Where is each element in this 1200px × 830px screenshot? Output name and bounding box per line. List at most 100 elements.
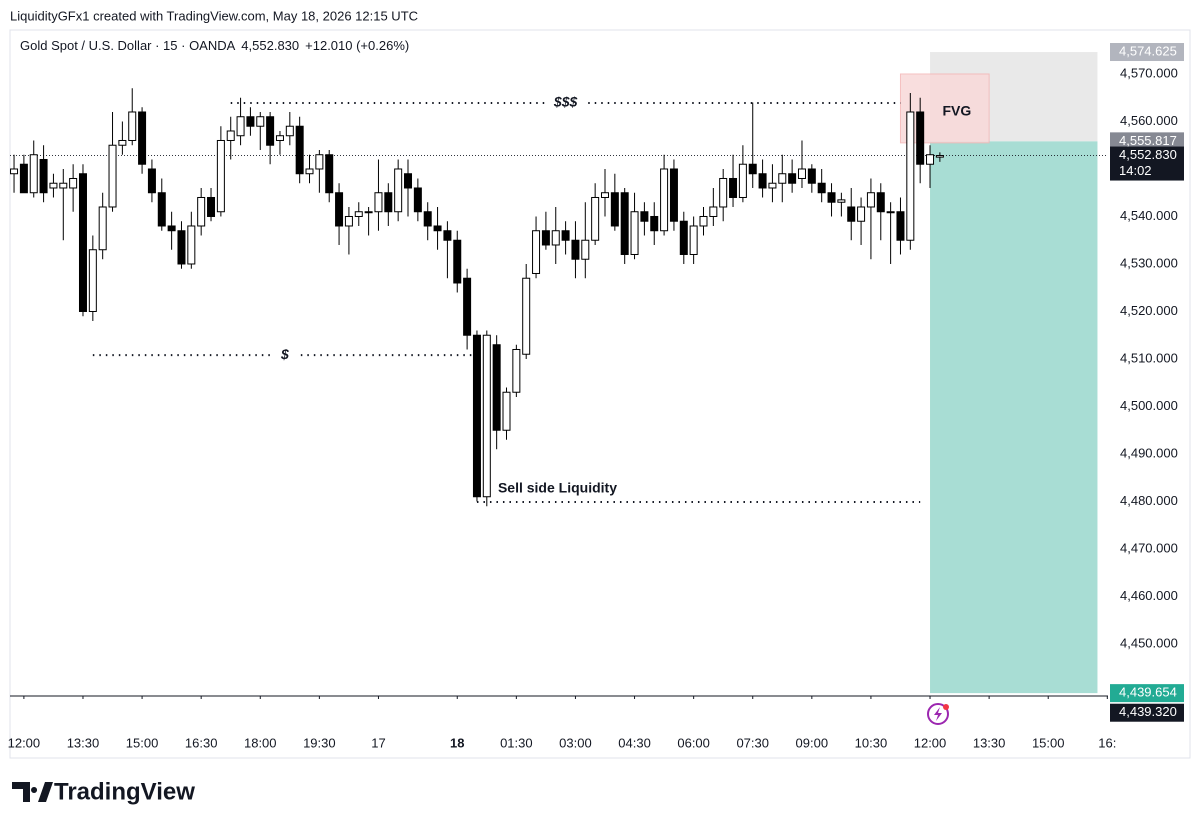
y-tick-label: 4,480.000	[1120, 493, 1178, 508]
candle-body	[857, 206, 866, 222]
candle-body	[729, 177, 738, 198]
candle-body	[640, 211, 649, 222]
legend-change: +12.010 (+0.26%)	[305, 38, 409, 53]
fvg-box	[899, 73, 990, 144]
candle-body	[157, 192, 166, 227]
candle-body	[384, 192, 393, 213]
candle-body	[226, 130, 235, 141]
alert-bolt[interactable]	[934, 707, 942, 721]
candle-body	[443, 230, 452, 241]
x-tick-label: 01:30	[500, 735, 533, 750]
y-tick-label: 4,520.000	[1120, 303, 1178, 318]
x-tick-label: 18:00	[244, 735, 277, 750]
candle-body	[768, 182, 777, 189]
x-tick-label: 17	[371, 735, 385, 750]
candle-body	[216, 139, 225, 213]
candle-body	[413, 187, 422, 213]
candle-body	[679, 220, 688, 255]
candle-body	[591, 196, 600, 241]
candle-body	[453, 239, 462, 284]
x-tick-label: 10:30	[855, 735, 888, 750]
candle-body	[758, 173, 767, 189]
candle-body	[98, 206, 107, 251]
alert-icon[interactable]	[927, 703, 949, 725]
y-tick-label: 4,540.000	[1120, 208, 1178, 223]
candle-body	[69, 177, 78, 189]
candle-body	[778, 173, 787, 184]
candle-body	[88, 249, 97, 312]
x-tick-label: 19:30	[303, 735, 336, 750]
price-label-box	[1110, 703, 1184, 722]
candle-body	[167, 225, 176, 232]
x-tick-label: 16:30	[185, 735, 218, 750]
candle-body	[699, 215, 708, 227]
candle-body	[433, 225, 442, 232]
candle-body	[29, 154, 38, 194]
header: LiquidityGFx1 created with TradingView.c…	[10, 8, 418, 23]
candle-body	[571, 239, 580, 260]
candle-body	[404, 173, 413, 189]
candle-body	[630, 211, 639, 255]
candle-body	[916, 111, 925, 165]
y-tick-label: 4,510.000	[1120, 350, 1178, 365]
candle-body	[847, 206, 856, 222]
candle-body	[532, 230, 541, 274]
candle-body	[886, 211, 895, 214]
alert-dot[interactable]	[943, 704, 949, 710]
candle-body	[374, 192, 383, 213]
legend-symbol: Gold Spot / U.S. Dollar · 15 · OANDA	[20, 38, 236, 53]
plot: FVG$$$$Sell side Liquidity	[10, 52, 1108, 694]
candle-body	[650, 215, 659, 232]
candle-body	[906, 111, 915, 241]
x-tick-label: 04:30	[618, 735, 651, 750]
legend-price: 4,552.830	[241, 38, 299, 53]
candle-body	[207, 196, 216, 217]
label-gap	[273, 347, 297, 364]
candle-body	[788, 173, 797, 184]
candle-body	[59, 182, 68, 189]
x-tick-label: 15:00	[126, 735, 159, 750]
y-tick-label: 4,490.000	[1120, 445, 1178, 460]
candle-body	[354, 211, 363, 217]
candle-body	[689, 225, 698, 255]
liquidity-label: Sell side Liquidity	[498, 480, 617, 496]
price-label: 4,439.654	[1119, 685, 1177, 700]
price-label-box	[1110, 43, 1184, 62]
candle-body	[827, 192, 836, 203]
candle-body	[719, 177, 728, 208]
candle-body	[19, 163, 28, 194]
label-gap	[545, 94, 587, 111]
candle-body	[935, 155, 944, 158]
candle-body	[315, 154, 324, 170]
candle-body	[275, 135, 284, 141]
candle-body	[325, 154, 334, 194]
candle-body	[896, 211, 905, 241]
candle-body	[344, 215, 353, 227]
x-tick-label: 16:	[1098, 735, 1116, 750]
logo[interactable]: TradingView	[12, 778, 195, 805]
price-label: 4,439.320	[1119, 704, 1177, 719]
logo-text[interactable]: TradingView	[54, 778, 195, 805]
candle-body	[797, 168, 806, 179]
logo-mark[interactable]	[12, 782, 53, 802]
y-tick-label: 4,470.000	[1120, 540, 1178, 555]
candle-body	[335, 192, 344, 227]
candle-body	[364, 211, 373, 214]
x-tick-label: 03:00	[559, 735, 592, 750]
x-tick-label: 13:30	[973, 735, 1006, 750]
legend: Gold Spot / U.S. Dollar · 15 · OANDA 4,55…	[20, 38, 409, 53]
countdown: 14:02	[1119, 163, 1152, 178]
price-label-box	[1110, 132, 1184, 151]
candle-body	[295, 125, 304, 175]
price-label: 4,552.830	[1119, 147, 1177, 162]
y-tick-label: 4,500.000	[1120, 398, 1178, 413]
candle-body	[78, 173, 87, 312]
x-tick-label: 09:00	[796, 735, 829, 750]
candle-body	[866, 192, 875, 208]
candle-body	[266, 116, 275, 146]
alert-ring[interactable]	[927, 703, 949, 725]
candle-body	[502, 391, 511, 431]
candle-body	[138, 111, 147, 165]
x-tick-label: 15:00	[1032, 735, 1065, 750]
